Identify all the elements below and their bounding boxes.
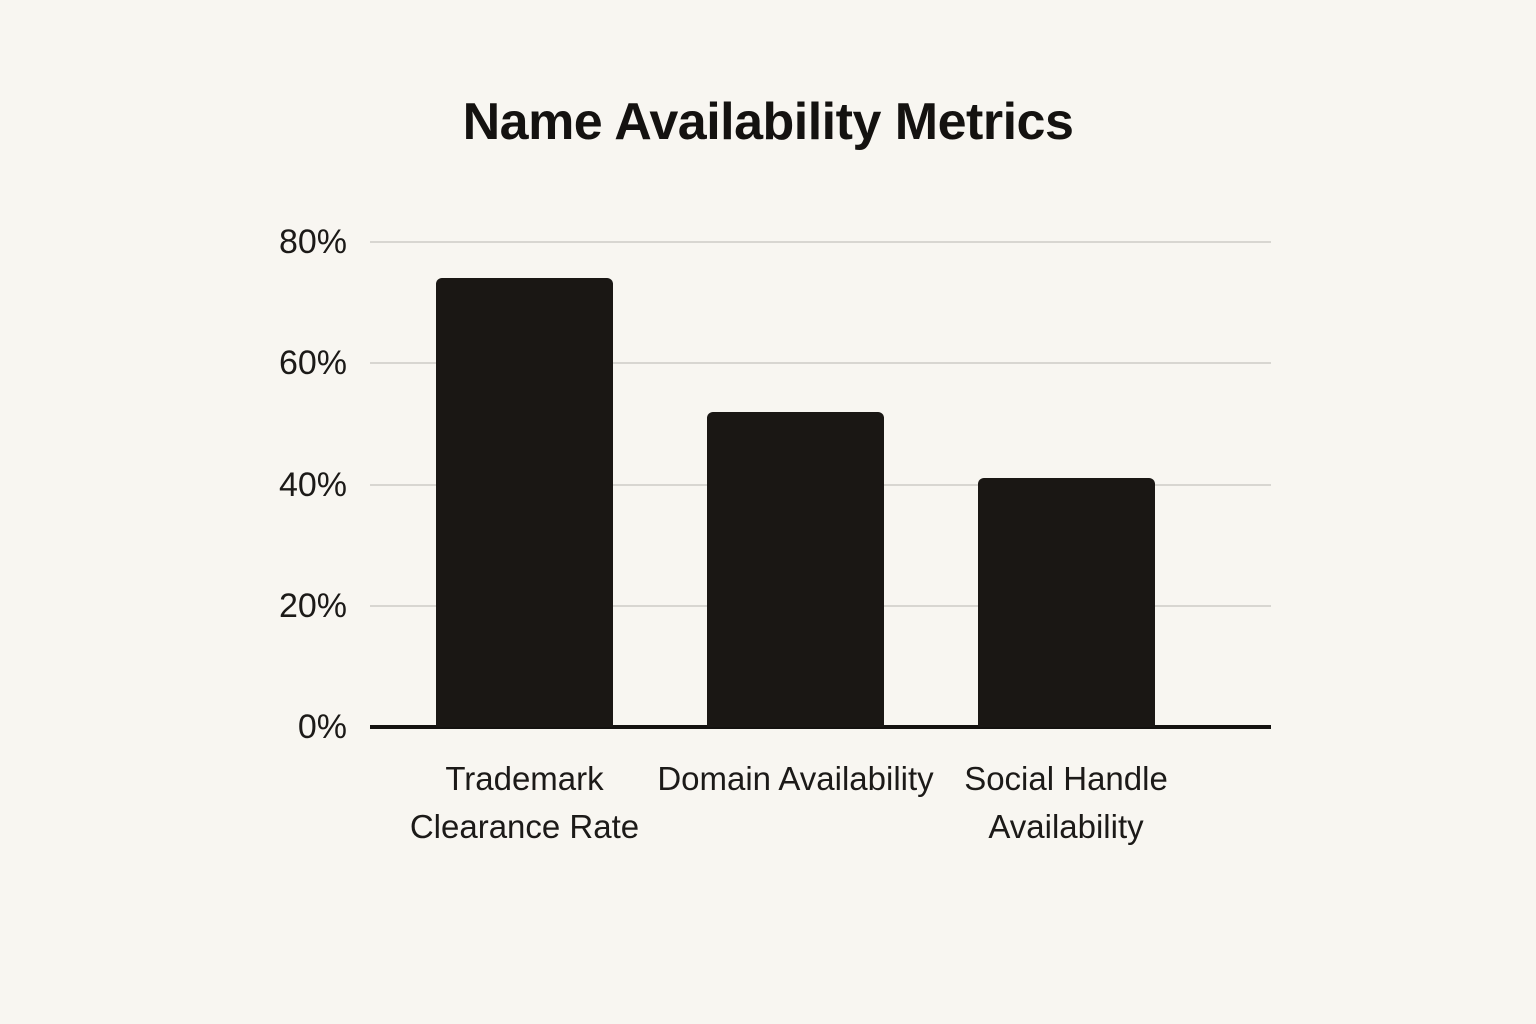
x-category-label: Domain Availability (657, 760, 934, 797)
bar (436, 278, 613, 727)
chart-title: Name Availability Metrics (462, 93, 1074, 151)
x-category-label: Social Handle Availability (964, 760, 1168, 845)
x-category-label: Trademark Clearance Rate (409, 760, 640, 845)
gridline-60 (370, 362, 1271, 365)
y-tick-label: 80% (278, 223, 347, 261)
y-tick-label: 40% (278, 465, 347, 504)
x-axis-line (370, 725, 1271, 729)
gridline-80 (370, 241, 1271, 243)
bar (707, 411, 884, 727)
y-tick-label: 20% (278, 586, 347, 625)
bar (977, 478, 1155, 727)
y-tick-label: 0% (297, 708, 347, 746)
y-tick-label: 60% (278, 344, 347, 383)
plot-area (370, 241, 1271, 729)
